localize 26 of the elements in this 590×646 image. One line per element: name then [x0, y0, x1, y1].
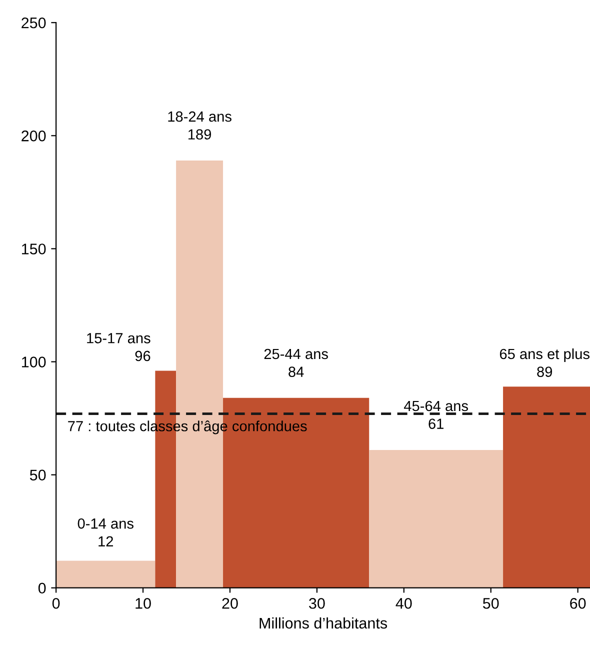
data-label: 61: [428, 418, 444, 429]
x-tick-label: 10: [136, 598, 151, 609]
category-label: 15-17 ans: [87, 333, 150, 344]
y-tick-label: 100: [22, 356, 46, 368]
data-label: 12: [98, 536, 113, 546]
category-label: 25-44 ans: [264, 348, 328, 360]
x-tick-label: 60: [570, 598, 586, 609]
y-tick-label: 250: [22, 17, 46, 28]
category-label: 45-64 ans: [404, 400, 468, 412]
y-tick-label: 0: [38, 582, 46, 594]
x-tick-label: 0: [52, 598, 60, 609]
y-tick-label: 200: [22, 130, 46, 142]
x-tick-label: 20: [222, 598, 238, 609]
category-label: 0-14 ans: [78, 518, 134, 529]
y-tick-label: 50: [30, 470, 46, 480]
data-label: 189: [188, 129, 212, 140]
y-tick-label: 150: [22, 244, 46, 254]
category-label: 18-24 ans: [168, 111, 232, 122]
data-label: 89: [537, 366, 552, 377]
data-label: 84: [288, 366, 304, 377]
x-tick-label: 40: [396, 598, 412, 609]
category-label: 65 ans et plus: [500, 348, 590, 362]
x-tick-label: 30: [309, 598, 325, 609]
x-axis-title: Millions d’habitants: [260, 617, 388, 629]
data-label: 96: [135, 350, 150, 362]
x-tick-label: 50: [482, 598, 499, 609]
